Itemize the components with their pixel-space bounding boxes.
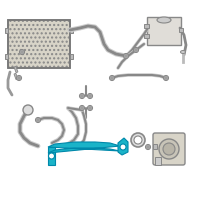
Circle shape bbox=[89, 107, 91, 109]
Polygon shape bbox=[48, 147, 55, 165]
Ellipse shape bbox=[157, 17, 171, 23]
Circle shape bbox=[88, 94, 92, 98]
Bar bbox=[5, 28, 8, 33]
Bar bbox=[14, 66, 18, 73]
Circle shape bbox=[80, 106, 84, 110]
Bar bbox=[144, 34, 149, 38]
Bar bbox=[153, 144, 157, 149]
Circle shape bbox=[165, 77, 167, 79]
Circle shape bbox=[16, 75, 22, 80]
Circle shape bbox=[159, 139, 179, 159]
Circle shape bbox=[135, 49, 137, 51]
Circle shape bbox=[37, 119, 39, 121]
Circle shape bbox=[163, 143, 175, 155]
Polygon shape bbox=[48, 142, 120, 153]
FancyBboxPatch shape bbox=[147, 17, 181, 45]
Bar bbox=[14, 73, 18, 80]
Circle shape bbox=[124, 53, 128, 58]
Circle shape bbox=[88, 106, 92, 110]
Circle shape bbox=[18, 77, 20, 79]
Circle shape bbox=[81, 107, 83, 109]
Circle shape bbox=[134, 136, 142, 144]
Bar bbox=[5, 54, 8, 59]
Bar bbox=[179, 28, 183, 32]
Circle shape bbox=[48, 153, 54, 159]
Bar bbox=[144, 24, 149, 28]
Circle shape bbox=[36, 117, 40, 122]
Circle shape bbox=[21, 51, 23, 53]
Bar bbox=[8, 20, 70, 68]
FancyBboxPatch shape bbox=[153, 133, 185, 165]
Circle shape bbox=[131, 133, 145, 147]
Circle shape bbox=[111, 77, 113, 79]
Circle shape bbox=[134, 47, 138, 52]
Bar bbox=[8, 20, 70, 68]
Circle shape bbox=[146, 144, 151, 150]
Circle shape bbox=[147, 146, 149, 148]
Bar bbox=[70, 54, 73, 59]
Polygon shape bbox=[118, 138, 128, 155]
Bar bbox=[155, 157, 161, 165]
Circle shape bbox=[81, 95, 83, 97]
Circle shape bbox=[23, 105, 33, 115]
Bar bbox=[70, 28, 73, 33]
Circle shape bbox=[80, 94, 84, 98]
Circle shape bbox=[110, 75, 114, 80]
Ellipse shape bbox=[180, 50, 186, 53]
Circle shape bbox=[164, 75, 168, 80]
Circle shape bbox=[89, 95, 91, 97]
Circle shape bbox=[125, 55, 127, 57]
Circle shape bbox=[20, 49, 24, 54]
Circle shape bbox=[120, 144, 126, 150]
